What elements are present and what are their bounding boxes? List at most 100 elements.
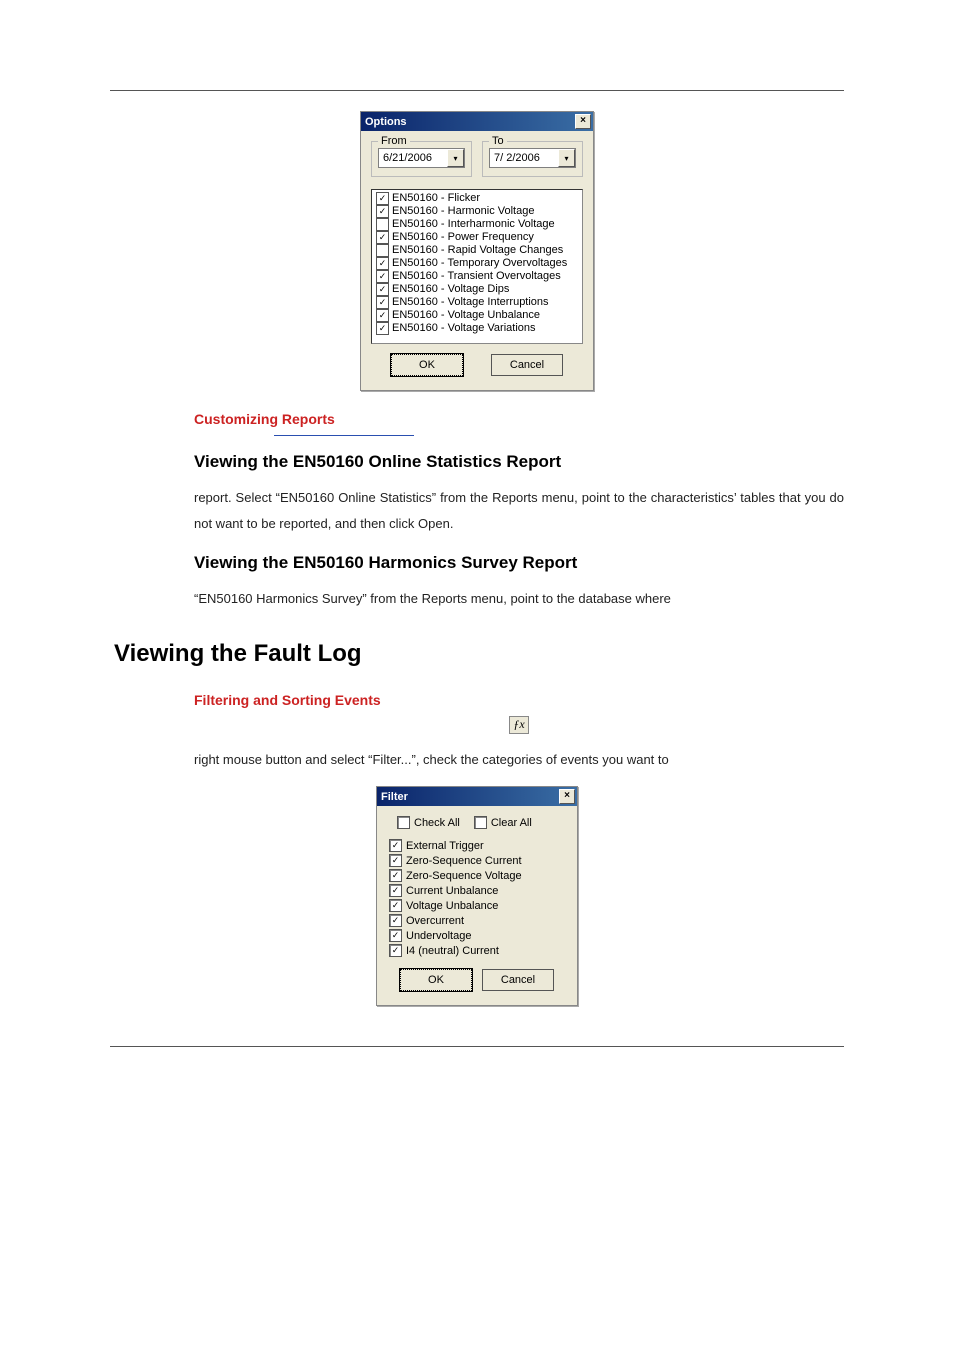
bottom-rule	[110, 1046, 844, 1047]
from-date-value: 6/21/2006	[383, 152, 432, 164]
list-item-label: Current Unbalance	[406, 885, 498, 897]
list-item-label: EN50160 - Voltage Interruptions	[392, 296, 549, 309]
list-item[interactable]: EN50160 - Transient Overvoltages	[374, 270, 580, 283]
blue-underline	[274, 435, 414, 436]
filter-checklist[interactable]: External Trigger Zero-Sequence Current Zer…	[389, 839, 565, 957]
checkbox-icon[interactable]	[389, 899, 402, 912]
cancel-button[interactable]: Cancel	[491, 354, 563, 376]
list-item-label: Zero-Sequence Voltage	[406, 870, 522, 882]
list-item[interactable]: External Trigger	[389, 839, 565, 852]
to-fieldset: To 7/ 2/2006	[482, 141, 583, 177]
chevron-down-icon[interactable]	[447, 149, 464, 167]
list-item[interactable]: EN50160 - Voltage Variations	[374, 322, 580, 335]
list-item-label: Zero-Sequence Current	[406, 855, 522, 867]
list-item[interactable]: I4 (neutral) Current	[389, 944, 565, 957]
checkbox-icon[interactable]	[389, 854, 402, 867]
check-all-label: Check All	[414, 817, 460, 829]
filter-dialog: Filter × Check All Clear All External Tr…	[376, 786, 578, 1006]
heading-harmonics: Viewing the EN50160 Harmonics Survey Rep…	[194, 553, 844, 573]
options-checklist[interactable]: EN50160 - FlickerEN50160 - Harmonic Volt…	[371, 189, 583, 344]
heading-customizing: Customizing Reports	[194, 411, 844, 427]
to-label: To	[489, 135, 507, 147]
checkbox-icon[interactable]	[376, 231, 389, 244]
clear-all[interactable]: Clear All	[474, 816, 532, 829]
checkbox-icon[interactable]	[397, 816, 410, 829]
checkbox-icon[interactable]	[376, 283, 389, 296]
list-item[interactable]: Overcurrent	[389, 914, 565, 927]
list-item[interactable]: Zero-Sequence Current	[389, 854, 565, 867]
list-item[interactable]: EN50160 - Flicker	[374, 192, 580, 205]
filter-paragraph: right mouse button and select “Filter...…	[194, 747, 844, 773]
list-item-label: EN50160 - Flicker	[392, 192, 480, 205]
list-item[interactable]: EN50160 - Voltage Interruptions	[374, 296, 580, 309]
list-item[interactable]: Voltage Unbalance	[389, 899, 565, 912]
ok-button[interactable]: OK	[400, 969, 472, 991]
list-item[interactable]: EN50160 - Rapid Voltage Changes	[374, 244, 580, 257]
list-item-label: EN50160 - Power Frequency	[392, 231, 534, 244]
checkbox-icon[interactable]	[376, 192, 389, 205]
to-date-value: 7/ 2/2006	[494, 152, 540, 164]
checkbox-icon[interactable]	[389, 884, 402, 897]
check-all[interactable]: Check All	[397, 816, 460, 829]
list-item[interactable]: Current Unbalance	[389, 884, 565, 897]
list-item-label: EN50160 - Temporary Overvoltages	[392, 257, 567, 270]
close-icon[interactable]: ×	[575, 114, 591, 129]
from-date-input[interactable]: 6/21/2006	[378, 148, 465, 168]
list-item[interactable]: EN50160 - Temporary Overvoltages	[374, 257, 580, 270]
list-item-label: I4 (neutral) Current	[406, 945, 499, 957]
list-item[interactable]: Undervoltage	[389, 929, 565, 942]
chevron-down-icon[interactable]	[558, 149, 575, 167]
heading-filtering: Filtering and Sorting Events	[194, 692, 844, 708]
cancel-button[interactable]: Cancel	[482, 969, 554, 991]
list-item[interactable]: EN50160 - Voltage Unbalance	[374, 309, 580, 322]
checkbox-icon[interactable]	[389, 839, 402, 852]
list-item-label: EN50160 - Harmonic Voltage	[392, 205, 534, 218]
checkbox-icon[interactable]	[389, 869, 402, 882]
list-item[interactable]: EN50160 - Harmonic Voltage	[374, 205, 580, 218]
cancel-label: Cancel	[501, 974, 535, 986]
list-item-label: EN50160 - Voltage Unbalance	[392, 309, 540, 322]
options-title: Options	[365, 116, 407, 128]
list-item[interactable]: EN50160 - Power Frequency	[374, 231, 580, 244]
checkbox-icon[interactable]	[376, 270, 389, 283]
close-icon[interactable]: ×	[559, 789, 575, 804]
filter-title: Filter	[381, 791, 408, 803]
ok-label: OK	[428, 974, 444, 986]
checkbox-icon[interactable]	[376, 244, 389, 257]
ok-label: OK	[419, 359, 435, 371]
to-date-input[interactable]: 7/ 2/2006	[489, 148, 576, 168]
checkbox-icon[interactable]	[376, 296, 389, 309]
clear-all-label: Clear All	[491, 817, 532, 829]
list-item-label: EN50160 - Rapid Voltage Changes	[392, 244, 563, 257]
list-item[interactable]: Zero-Sequence Voltage	[389, 869, 565, 882]
list-item-label: EN50160 - Voltage Dips	[392, 283, 509, 296]
top-rule	[110, 90, 844, 91]
checkbox-icon[interactable]	[376, 205, 389, 218]
list-item-label: Overcurrent	[406, 915, 464, 927]
from-fieldset: From 6/21/2006	[371, 141, 472, 177]
ok-button[interactable]: OK	[391, 354, 463, 376]
checkbox-icon[interactable]	[474, 816, 487, 829]
heading-faultlog: Viewing the Fault Log	[114, 640, 844, 668]
list-item-label: EN50160 - Interharmonic Voltage	[392, 218, 555, 231]
checkbox-icon[interactable]	[389, 929, 402, 942]
from-label: From	[378, 135, 410, 147]
options-titlebar: Options ×	[361, 112, 593, 131]
checkbox-icon[interactable]	[389, 914, 402, 927]
checkbox-icon[interactable]	[376, 322, 389, 335]
filter-titlebar: Filter ×	[377, 787, 577, 806]
checkbox-icon[interactable]	[376, 257, 389, 270]
heading-online: Viewing the EN50160 Online Statistics Re…	[194, 452, 844, 472]
list-item-label: Voltage Unbalance	[406, 900, 498, 912]
checkbox-icon[interactable]	[376, 218, 389, 231]
online-paragraph: report. Select “EN50160 Online Statistic…	[194, 485, 844, 537]
fx-icon[interactable]: ƒx	[509, 716, 529, 734]
list-item[interactable]: EN50160 - Voltage Dips	[374, 283, 580, 296]
checkbox-icon[interactable]	[376, 309, 389, 322]
list-item-label: External Trigger	[406, 840, 484, 852]
list-item-label: EN50160 - Voltage Variations	[392, 322, 536, 335]
checkbox-icon[interactable]	[389, 944, 402, 957]
list-item-label: EN50160 - Transient Overvoltages	[392, 270, 561, 283]
cancel-label: Cancel	[510, 359, 544, 371]
list-item[interactable]: EN50160 - Interharmonic Voltage	[374, 218, 580, 231]
